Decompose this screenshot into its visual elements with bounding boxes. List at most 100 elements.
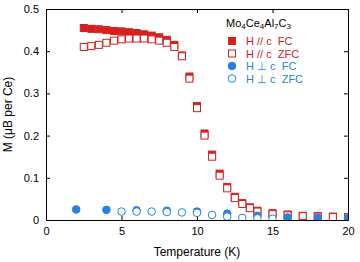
tick-mark: [344, 178, 348, 179]
tick: 5: [119, 216, 125, 237]
tick-mark: [197, 9, 198, 13]
tick: 10: [191, 216, 203, 237]
point: [103, 39, 110, 46]
tick: 0.1: [24, 172, 50, 184]
point: [118, 28, 125, 35]
tick: [273, 9, 274, 13]
point: [344, 215, 348, 220]
point: [80, 43, 87, 50]
plot: 0 5 10 15 20 0 0.1 0.2 0.3 0.4 0.5: [24, 3, 355, 237]
point: [110, 27, 117, 34]
point: [103, 206, 111, 214]
point: [133, 208, 141, 216]
tick-mark: [46, 93, 50, 94]
tick: 0.3: [24, 87, 50, 99]
axis-line: [47, 220, 349, 221]
point: [88, 25, 95, 32]
point: [246, 205, 253, 212]
point: [269, 215, 277, 220]
tick-label: 0.4: [24, 45, 39, 57]
point: [95, 41, 102, 48]
point: [148, 208, 156, 216]
legend-title: Mo4Ce4Al7C3: [226, 17, 291, 31]
point: [193, 209, 201, 217]
tick-label: 15: [267, 225, 279, 237]
point: [231, 195, 238, 202]
point: [103, 27, 110, 34]
point: [156, 37, 163, 44]
tick: [122, 9, 123, 13]
point: [118, 36, 125, 43]
tick-mark: [46, 136, 50, 137]
point: [201, 132, 208, 139]
tick: [344, 51, 348, 52]
tick-mark: [344, 9, 348, 10]
point: [148, 36, 155, 43]
y-axis-title: M (μB per Ce): [1, 77, 15, 153]
legend-marker: [228, 62, 236, 70]
legend-marker: [229, 50, 236, 57]
tick: 0.4: [24, 45, 50, 57]
point: [133, 35, 140, 42]
point: [118, 208, 126, 216]
legend-label: H // c ZFC: [246, 48, 299, 60]
tick-mark: [46, 178, 50, 179]
legend-label: H ⊥ c ZFC: [246, 73, 303, 85]
x-axis-top: [47, 9, 349, 13]
point: [126, 35, 133, 42]
tick-mark: [344, 220, 348, 221]
point: [239, 200, 246, 207]
tick-mark: [344, 93, 348, 94]
tick-label: 0.1: [24, 172, 39, 184]
point: [299, 213, 306, 220]
tick: [344, 178, 348, 179]
point: [254, 215, 262, 220]
point: [224, 185, 231, 192]
point: [80, 24, 87, 31]
series: [118, 208, 277, 220]
point: [246, 204, 253, 211]
tick-label: 0: [43, 225, 49, 237]
point: [299, 212, 306, 219]
legend-marker: [229, 38, 236, 45]
tick-label: 10: [191, 225, 203, 237]
point: [171, 43, 178, 50]
point: [223, 213, 231, 220]
point: [186, 75, 193, 82]
point: [209, 153, 216, 160]
series: [72, 206, 348, 220]
point: [314, 214, 322, 220]
legend-marker: [228, 75, 236, 83]
point: [329, 213, 336, 220]
point: [72, 206, 80, 214]
point: [329, 214, 336, 220]
point: [178, 53, 185, 60]
legend-label: H ⊥ c FC: [246, 60, 296, 72]
point: [163, 39, 170, 46]
x-axis-title: Temperature (K): [154, 245, 241, 259]
point: [141, 35, 148, 42]
tick-mark: [344, 51, 348, 52]
tick-label: 20: [342, 225, 354, 237]
tick: [344, 93, 348, 94]
points: [72, 24, 348, 220]
point: [216, 172, 223, 179]
y-axis: 0 0.1 0.2 0.3 0.4 0.5: [24, 3, 50, 226]
tick-mark: [273, 9, 274, 13]
tick-mark: [122, 216, 123, 220]
legend-label: H // c FC: [246, 35, 293, 47]
y-axis-right: [344, 10, 349, 221]
point: [95, 26, 102, 33]
tick: 0.2: [24, 130, 50, 142]
x-axis: 0 5 10 15 20: [43, 216, 354, 237]
point: [88, 43, 95, 50]
point: [194, 105, 201, 112]
legend: Mo4Ce4Al7C3 H // c FCH // c ZFCH ⊥ c FCH …: [226, 17, 303, 85]
tick-label: 0: [33, 214, 39, 226]
tick: 0.5: [24, 3, 50, 15]
tick-label: 5: [119, 225, 125, 237]
tick: [344, 136, 348, 137]
tick-label: 0.5: [24, 3, 39, 15]
point: [208, 211, 216, 219]
tick-mark: [122, 9, 123, 13]
